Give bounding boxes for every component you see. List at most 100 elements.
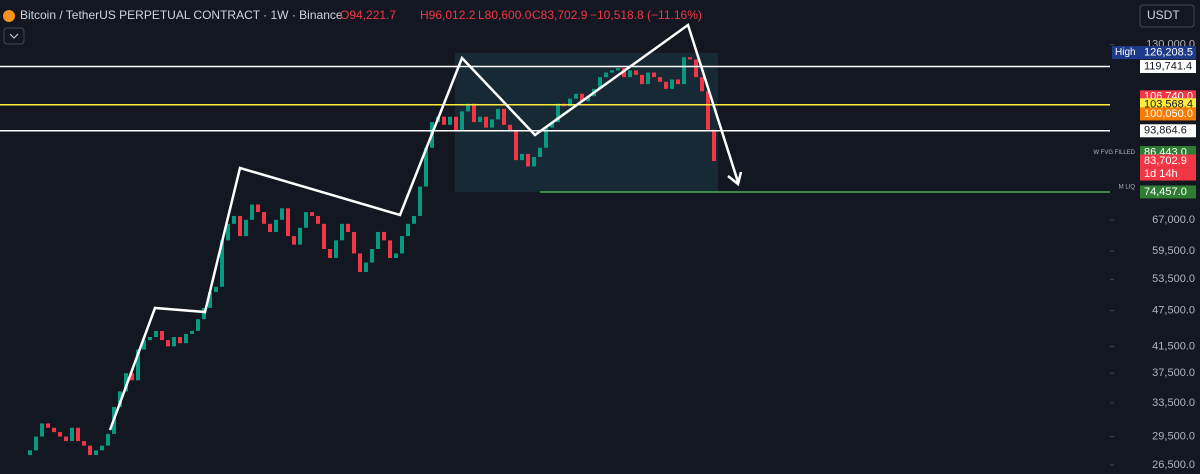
candle-body <box>82 441 86 446</box>
candle-body <box>604 72 608 78</box>
y-tick-label: 33,500.0 <box>1152 397 1195 409</box>
price-tag-label: 83,702.9 <box>1144 155 1187 167</box>
candle-body <box>274 219 278 232</box>
candle-body <box>706 91 710 130</box>
candle-body <box>220 240 224 287</box>
collapse-button[interactable] <box>3 27 25 45</box>
candle-body <box>664 81 668 89</box>
candle-body <box>580 93 584 102</box>
candle-body <box>334 240 338 258</box>
candle-body <box>328 249 332 258</box>
zigzag-drawing <box>108 22 740 431</box>
candle-body <box>256 204 260 213</box>
note: W FVG FILLED <box>1093 150 1135 156</box>
candle-body <box>400 236 404 254</box>
y-tick-label: 47,500.0 <box>1152 305 1195 317</box>
candle-body <box>418 186 422 216</box>
candle-body <box>46 423 50 428</box>
currency: USDT <box>1147 8 1180 22</box>
price-tag-label: 119,741.4 <box>1144 60 1192 72</box>
candle-body <box>658 77 662 82</box>
candle-body <box>466 103 470 112</box>
candle-body <box>394 253 398 258</box>
countdown: 1d 14h <box>1144 168 1178 180</box>
candle-body <box>622 68 626 78</box>
price-tag <box>1140 59 1196 73</box>
candle-body <box>262 212 266 224</box>
candle-body <box>376 231 380 250</box>
candle-body <box>616 68 620 71</box>
candle-body <box>382 231 386 241</box>
candle-body <box>160 330 164 341</box>
candle-body <box>412 215 416 224</box>
candle-body <box>538 147 542 157</box>
plot: W FVG FILLED M LIQ <box>0 57 1136 456</box>
candle-body <box>358 253 362 272</box>
price-tag <box>1140 46 1196 60</box>
candle-body <box>646 72 650 85</box>
candle-body <box>142 340 146 350</box>
candle-body <box>310 212 314 216</box>
candle-body <box>52 427 56 433</box>
candle-body <box>268 223 272 232</box>
candle-body <box>634 70 638 75</box>
open: O94,221.7 <box>340 8 396 22</box>
candle-body <box>676 79 680 85</box>
candle-body <box>178 337 182 344</box>
candle-body <box>166 340 170 347</box>
candle-body <box>550 122 554 128</box>
candle-body <box>424 147 428 187</box>
candle-body <box>34 436 38 451</box>
y-tick-label: 41,500.0 <box>1152 340 1195 352</box>
countdown-box <box>1140 167 1196 181</box>
currency-button[interactable] <box>1139 4 1195 28</box>
y-tick-label: 67,000.0 <box>1152 214 1195 226</box>
candle-body <box>406 223 410 237</box>
candle-body <box>304 212 308 228</box>
change: −10,518.8 (−11.16%) <box>590 8 702 22</box>
candle-body <box>652 72 656 78</box>
candle-body <box>322 223 326 250</box>
candle-body <box>154 330 158 338</box>
candle-body <box>232 215 236 224</box>
candle-body <box>130 373 134 381</box>
candle-body <box>346 223 350 232</box>
candle-body <box>190 330 194 334</box>
candle-body <box>244 219 248 237</box>
candle-body <box>226 223 230 241</box>
price-tag-label: 126,208.5 <box>1144 46 1193 58</box>
candle-body <box>250 204 254 220</box>
candle-body <box>586 96 590 102</box>
candle-body <box>208 291 212 308</box>
price-tag-label: 100,050.0 <box>1144 108 1193 120</box>
price-tag-label: 74,457.0 <box>1144 186 1187 198</box>
candle-body <box>388 240 392 258</box>
candle-body <box>490 119 494 128</box>
candle-body <box>136 349 140 381</box>
price-axis: 130,000.067,000.059,500.053,500.047,500.… <box>1110 39 1196 471</box>
candle-body <box>460 111 464 131</box>
y-tick-label: 37,500.0 <box>1152 367 1195 379</box>
price-tag <box>1140 185 1196 199</box>
candle-body <box>28 450 32 456</box>
candle-body <box>520 153 524 161</box>
candle-body <box>472 103 476 123</box>
candle-body <box>292 236 296 245</box>
high-tag: High <box>1115 47 1136 58</box>
candle-body <box>568 98 572 107</box>
arrow-head <box>727 171 743 187</box>
candle-body <box>100 445 104 451</box>
candle-body <box>280 208 284 220</box>
candle-body <box>298 227 302 245</box>
range-box <box>455 53 718 192</box>
candle-body <box>544 127 548 148</box>
candle-body <box>184 333 188 344</box>
chevron <box>9 33 19 39</box>
candle-body <box>76 427 80 442</box>
y-tick-label: 26,500.0 <box>1152 459 1195 471</box>
candle-body <box>148 337 152 341</box>
y-tick-label: 59,500.0 <box>1152 245 1195 257</box>
price-tag <box>1140 154 1196 168</box>
candle-body <box>454 116 458 131</box>
